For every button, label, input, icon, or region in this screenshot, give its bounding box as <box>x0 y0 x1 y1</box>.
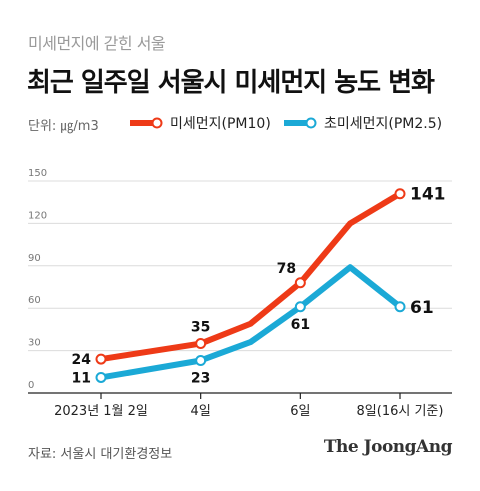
data-label-0-1: 35 <box>191 320 210 336</box>
y-tick-label-30: 30 <box>28 338 41 349</box>
y-tick-label-60: 60 <box>28 295 41 306</box>
chart-title: 최근 일주일 서울시 미세먼지 농도 변화 <box>27 68 435 98</box>
legend-swatch-pm25 <box>284 117 317 129</box>
series-line-1 <box>98 264 403 381</box>
data-point-1-2 <box>294 301 306 313</box>
chart-kicker: 미세먼지에 갇힌 서울 <box>28 34 166 53</box>
data-point-1-1 <box>195 354 207 366</box>
x-tick-label-3: 8일(16시 기준) <box>357 404 444 419</box>
x-tick-label-0: 2023년 1월 2일 <box>54 404 148 419</box>
x-tick-label-1: 4일 <box>191 404 211 419</box>
y-tick-label-90: 90 <box>28 253 41 264</box>
data-label-1-2: 61 <box>291 317 310 333</box>
legend-label-pm10: 미세먼지(PM10) <box>170 116 271 132</box>
series-line-0 <box>98 190 403 363</box>
data-point-0-3 <box>394 188 406 200</box>
legend-swatch-pm10 <box>130 117 163 129</box>
data-point-1-0 <box>95 371 107 383</box>
unit-label: 단위: ㎍/m3 <box>28 119 99 134</box>
x-tick-label-2: 6일 <box>290 404 310 419</box>
legend-item-pm25: 초미세먼지(PM2.5) <box>282 113 442 133</box>
data-label-1-1: 23 <box>191 370 210 386</box>
data-label-0-3: 141 <box>410 185 446 205</box>
y-tick-label-0: 0 <box>28 380 34 391</box>
data-label-0-2: 78 <box>277 261 296 277</box>
y-tick-label-120: 120 <box>28 210 47 221</box>
brand-logo: The JoongAng <box>323 437 453 457</box>
data-label-1-0: 11 <box>72 370 91 386</box>
data-point-0-1 <box>195 338 207 350</box>
legend-item-pm10: 미세먼지(PM10) <box>128 113 271 133</box>
data-point-0-0 <box>95 353 107 365</box>
legend-label-pm25: 초미세먼지(PM2.5) <box>324 116 443 132</box>
data-point-0-2 <box>294 277 306 289</box>
data-point-1-3 <box>394 301 406 313</box>
source-note: 자료: 서울시 대기환경정보 <box>28 447 173 462</box>
y-tick-label-150: 150 <box>28 168 47 179</box>
data-label-0-0: 24 <box>72 352 92 368</box>
data-label-1-3: 61 <box>410 298 434 318</box>
